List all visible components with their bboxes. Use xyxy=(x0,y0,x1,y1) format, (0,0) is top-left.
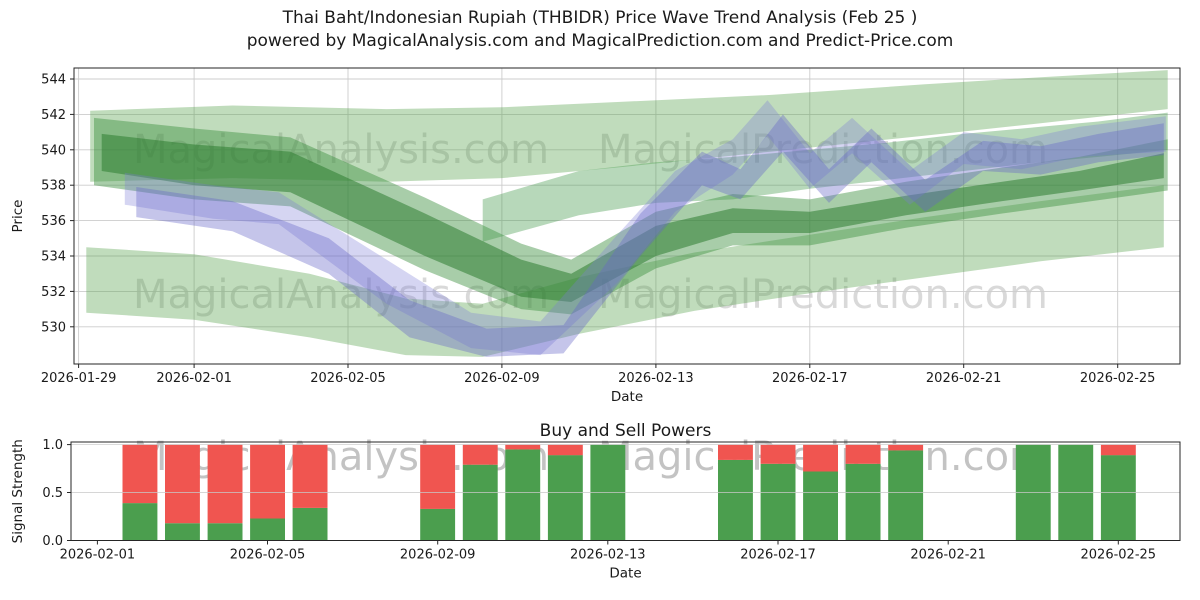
x-tick-label: 2026-02-21 xyxy=(926,371,1002,386)
y-tick-label: 544 xyxy=(41,73,66,88)
x-axis-label: Date xyxy=(611,389,643,405)
buy-bar-segment xyxy=(462,464,498,541)
x-axis-label: Date xyxy=(609,566,641,582)
sell-bar-segment xyxy=(292,444,328,508)
x-tick-label: 2026-02-17 xyxy=(740,548,816,563)
figure-title-line2: powered by MagicalAnalysis.com and Magic… xyxy=(246,31,954,51)
sell-bar-segment xyxy=(1100,444,1136,456)
sell-bar-segment xyxy=(505,444,541,450)
buy-bar-segment xyxy=(165,523,200,541)
buy-bar-segment xyxy=(803,471,838,541)
trend-band-mid-medium-green xyxy=(94,117,1168,315)
y-tick-label: 0.0 xyxy=(42,534,63,549)
buy-bar-segment xyxy=(760,463,796,541)
buy-bar-segment xyxy=(292,507,328,541)
figure-title: Thai Baht/Indonesian Rupiah (THBIDR) Pri… xyxy=(0,7,1200,53)
sell-bar-segment xyxy=(250,444,285,519)
sell-bar-segment xyxy=(122,444,158,504)
x-tick-label: 2026-01-29 xyxy=(41,371,117,386)
x-tick-label: 2026-02-01 xyxy=(60,548,136,563)
buy-sell-chart: MagicalAnalysis.comMagicalPrediction.com… xyxy=(10,421,1181,582)
sell-bar-segment xyxy=(547,444,583,456)
buy-bar-segment xyxy=(718,459,753,541)
price-chart: MagicalAnalysis.com MagicalPrediction.com… xyxy=(10,67,1181,405)
x-tick-label: 2026-02-09 xyxy=(464,371,540,386)
plot-border xyxy=(73,67,1181,365)
sell-bar-segment xyxy=(420,444,456,509)
y-tick-label: 538 xyxy=(41,179,66,194)
y-axis-label: Signal Strength xyxy=(10,439,26,543)
y-tick-label: 542 xyxy=(41,108,66,123)
sell-bar-segment xyxy=(462,444,498,465)
y-tick-label: 532 xyxy=(41,285,66,300)
sell-bar-segment xyxy=(207,444,243,524)
sell-bar-segment xyxy=(803,444,838,472)
buy-bar-segment xyxy=(505,449,541,541)
buy-bar-segment xyxy=(1100,455,1136,541)
y-tick-label: 536 xyxy=(41,214,66,229)
buy-bar-segment xyxy=(122,503,158,541)
watermark-text: MagicalPrediction.com xyxy=(598,272,1048,318)
sell-bar-segment xyxy=(845,444,881,464)
y-tick-label: 530 xyxy=(41,320,66,335)
trend-band-upper-envelope-light-green xyxy=(90,70,1168,182)
figure-title-line1: Thai Baht/Indonesian Rupiah (THBIDR) Pri… xyxy=(282,8,918,28)
x-tick-label: 2026-02-17 xyxy=(772,371,848,386)
x-tick-label: 2026-02-21 xyxy=(910,548,986,563)
trend-band-light-blue-wave xyxy=(124,100,1166,356)
y-tick-label: 1.0 xyxy=(42,438,63,453)
sell-bar-segment xyxy=(165,444,200,524)
y-tick-label: 0.5 xyxy=(42,486,63,501)
buy-bar-segment xyxy=(845,463,881,541)
x-tick-label: 2026-02-13 xyxy=(618,371,694,386)
buy-bar-segment xyxy=(888,450,924,541)
x-tick-label: 2026-02-13 xyxy=(570,548,646,563)
buy-bar-segment xyxy=(420,508,456,541)
y-tick-label: 534 xyxy=(41,250,66,265)
sell-bar-segment xyxy=(718,444,753,460)
x-tick-label: 2026-02-05 xyxy=(230,548,306,563)
sell-bar-segment xyxy=(888,444,924,451)
buy-bar-segment xyxy=(207,523,243,541)
trend-band-dark-green-core xyxy=(101,133,1164,302)
x-tick-label: 2026-02-25 xyxy=(1081,548,1157,563)
plot-border xyxy=(70,441,1181,541)
trend-band-right-medium-green xyxy=(482,112,1168,242)
y-axis-label: Price xyxy=(10,200,26,233)
y-tick-label: 540 xyxy=(41,143,66,158)
x-tick-label: 2026-02-05 xyxy=(310,371,386,386)
sell-bar-segment xyxy=(760,444,796,464)
x-tick-label: 2026-02-01 xyxy=(156,371,232,386)
buy-sell-chart-title: Buy and Sell Powers xyxy=(540,421,712,441)
buy-bar-segment xyxy=(547,455,583,541)
x-tick-label: 2026-02-09 xyxy=(400,548,476,563)
buy-bar-segment xyxy=(250,518,285,541)
trend-band-medium-blue-wave xyxy=(136,114,1164,357)
x-tick-label: 2026-02-25 xyxy=(1080,371,1156,386)
watermark-text: MagicalAnalysis.com xyxy=(133,272,549,318)
